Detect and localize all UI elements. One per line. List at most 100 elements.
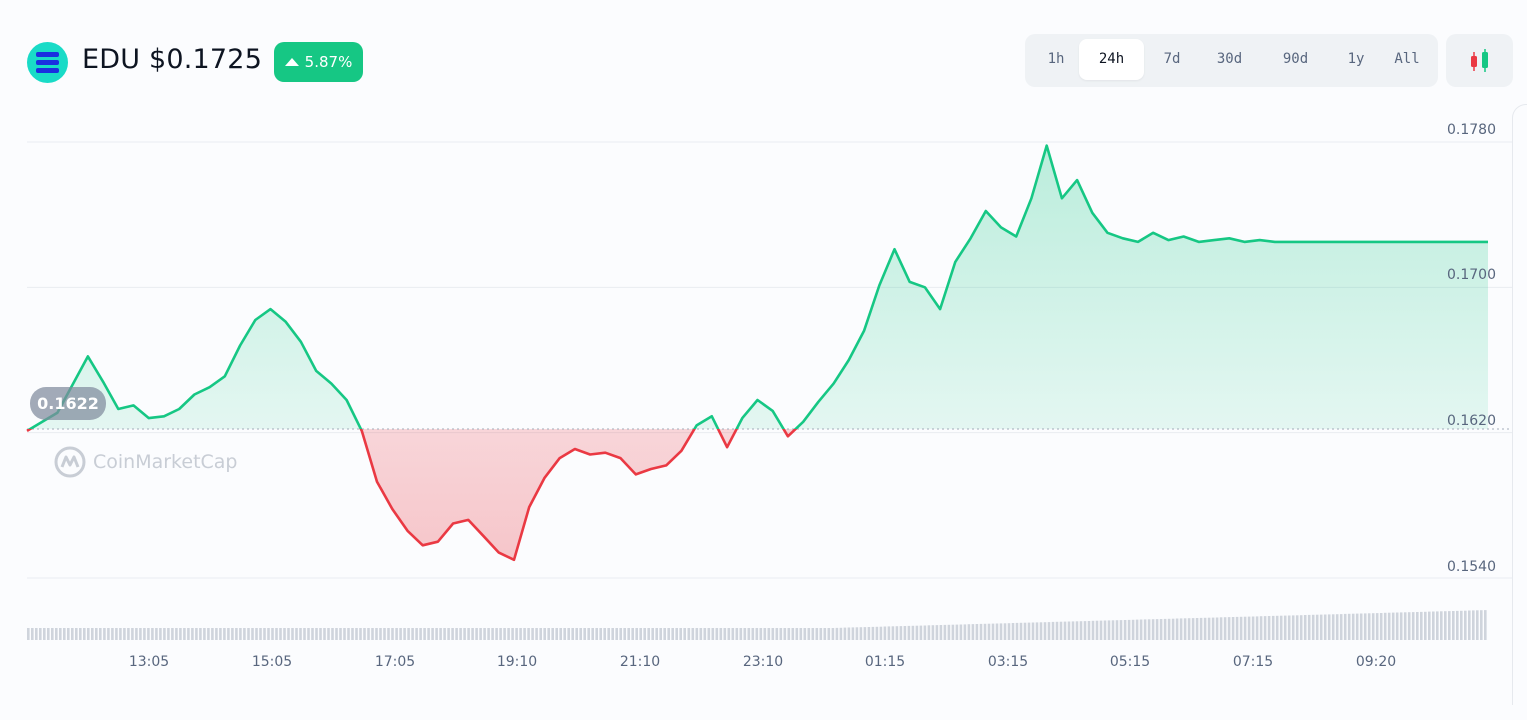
volume-bar — [1211, 617, 1215, 640]
volume-bar — [467, 628, 470, 640]
volume-bar — [1416, 612, 1419, 640]
range-90d-button[interactable]: 90d — [1282, 51, 1309, 67]
range-24h-button[interactable]: 24h — [1079, 39, 1144, 80]
volume-bar — [447, 628, 450, 640]
volume-bar — [587, 628, 590, 640]
volume-bar — [703, 628, 707, 640]
volume-bar — [871, 626, 875, 640]
volume-bar — [1183, 618, 1187, 640]
volume-bar — [1295, 615, 1299, 640]
volume-bar — [491, 628, 494, 640]
volume-bar — [939, 625, 943, 640]
volume-bar — [1091, 620, 1095, 640]
volume-bar — [627, 628, 630, 640]
volume-bar — [371, 628, 374, 640]
volume-bar — [1027, 622, 1031, 640]
volume-bar — [607, 628, 610, 640]
volume-bar — [807, 628, 811, 640]
volume-bar — [1315, 614, 1319, 640]
volume-bar — [659, 628, 662, 640]
volume-bar — [87, 628, 90, 640]
volume-bar — [995, 623, 999, 640]
volume-bar — [855, 627, 859, 640]
volume-bar — [1179, 618, 1183, 640]
volume-bar — [483, 628, 486, 640]
volume-bar — [295, 628, 298, 640]
x-tick-label: 19:10 — [496, 654, 538, 670]
volume-bar — [187, 628, 190, 640]
volume-bar — [439, 628, 442, 640]
coinmarketcap-logo-icon — [54, 446, 86, 478]
volume-bar — [795, 628, 799, 640]
volume-bar — [167, 628, 170, 640]
x-tick-label: 09:20 — [1355, 654, 1397, 670]
volume-bar — [895, 626, 899, 640]
volume-bar — [851, 627, 855, 640]
volume-bar — [635, 628, 638, 640]
volume-bar — [911, 625, 915, 640]
volume-bar — [727, 628, 731, 640]
volume-bar — [1391, 612, 1395, 640]
volume-bar — [567, 628, 570, 640]
chart-series-lines — [26, 144, 1488, 562]
volume-bar — [275, 628, 278, 640]
volume-bar — [655, 628, 658, 640]
volume-bar — [47, 628, 50, 640]
volume-bar — [191, 628, 194, 640]
volume-bar — [1420, 611, 1423, 640]
volume-bar — [711, 628, 715, 640]
volume-bar — [243, 628, 246, 640]
volume-bar — [571, 628, 574, 640]
volume-bar — [1275, 615, 1279, 640]
volume-bar — [255, 628, 258, 640]
range-7d-button[interactable]: 7d — [1163, 51, 1181, 67]
volume-bar — [459, 628, 462, 640]
volume-bar — [1468, 610, 1471, 640]
volume-bar — [399, 628, 402, 640]
volume-bar — [1059, 621, 1063, 640]
volume-bar — [967, 624, 971, 640]
volume-bar — [1131, 619, 1135, 640]
volume-bar — [1011, 623, 1015, 640]
volume-bar — [799, 628, 803, 640]
range-1h-button[interactable]: 1h — [1047, 51, 1065, 67]
volume-bar — [931, 625, 935, 640]
range-all-button[interactable]: All — [1394, 51, 1420, 67]
volume-bar — [1247, 616, 1251, 640]
volume-bar — [515, 628, 518, 640]
candlestick-toggle-button[interactable] — [1446, 34, 1513, 87]
volume-bar — [507, 628, 510, 640]
volume-bar — [1219, 617, 1223, 640]
volume-bar — [211, 628, 214, 640]
volume-bar — [1227, 617, 1231, 640]
volume-bar — [575, 628, 578, 640]
volume-bar — [583, 628, 586, 640]
volume-bar — [1239, 616, 1243, 640]
volume-bar — [1175, 618, 1179, 640]
volume-bar — [787, 628, 791, 640]
volume-bar — [495, 628, 498, 640]
volume-bar — [247, 628, 250, 640]
volume-bar — [591, 628, 594, 640]
volume-bar — [323, 628, 326, 640]
volume-bar — [823, 628, 827, 640]
volume-bar — [139, 628, 142, 640]
volume-bar — [131, 628, 134, 640]
volume-bar — [367, 628, 370, 640]
volume-bar — [1351, 613, 1355, 640]
area-fill-below-baseline — [27, 429, 796, 560]
volume-bar — [1019, 622, 1023, 640]
volume-bar — [835, 627, 839, 640]
volume-bar — [875, 626, 879, 640]
volume-bar — [331, 628, 334, 640]
volume-bar — [527, 628, 530, 640]
volume-bar — [351, 628, 354, 640]
chart-area-fills — [27, 145, 1488, 560]
volume-bar — [1395, 612, 1399, 640]
range-1y-button[interactable]: 1y — [1347, 51, 1365, 67]
range-30d-button[interactable]: 30d — [1216, 51, 1243, 67]
volume-bar — [1223, 617, 1227, 640]
volume-bar — [943, 624, 947, 640]
volume-bar — [983, 623, 987, 640]
